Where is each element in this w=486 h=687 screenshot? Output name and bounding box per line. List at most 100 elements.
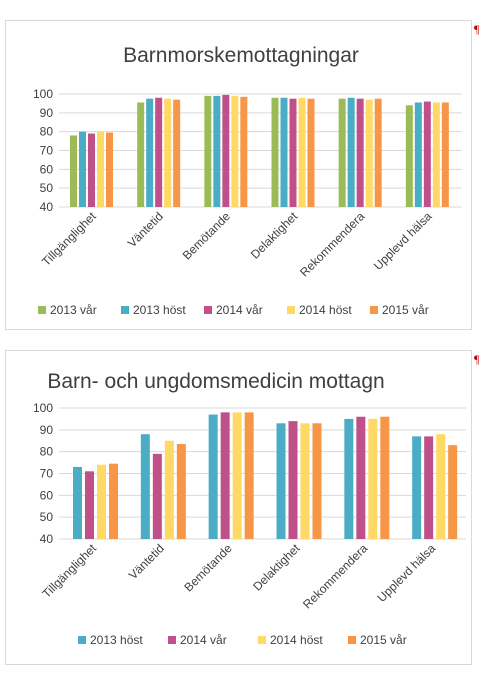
bar-2014-vår-Väntetid bbox=[152, 453, 162, 539]
bar-2013-höst-Delaktighet bbox=[280, 97, 288, 207]
bar-2015-vår-Upplevd hälsa bbox=[441, 102, 449, 207]
bar-2013-höst-Rekommendera bbox=[344, 418, 354, 539]
category-label: Delaktighet bbox=[250, 541, 303, 594]
category-label: Rekommendera bbox=[300, 541, 370, 611]
chart-svg-1: Barnmorskemottagningar 40 50 60 70 80 90 100 Til… bbox=[33, 44, 462, 317]
bar-2014-vår-Rekommendera bbox=[356, 98, 364, 207]
bar-2014-vår-Upplevd hälsa bbox=[424, 436, 434, 539]
bar-2013-vår-Upplevd hälsa bbox=[405, 105, 413, 207]
bar-2014-höst-Upplevd hälsa bbox=[436, 434, 446, 539]
bar-2013-höst-Väntetid bbox=[146, 98, 154, 207]
y-tick-label: 90 bbox=[40, 423, 54, 437]
category-label: Väntetid bbox=[126, 541, 167, 582]
bar-2015-vår-Tillgänglighet bbox=[106, 132, 113, 207]
bar-2015-vår-Bemötande bbox=[240, 96, 248, 207]
bar-2015-vår-Tillgänglighet bbox=[109, 463, 118, 539]
bar-2015-vår-Rekommendera bbox=[374, 98, 382, 207]
bar-2014-vår-Delaktighet bbox=[288, 421, 298, 539]
category-label: Upplevd hälsa bbox=[371, 209, 435, 273]
y-tick-label: 50 bbox=[40, 181, 54, 195]
category-label: Tillgänglighet bbox=[39, 209, 99, 269]
chart-svg-2: Barn- och ungdomsmedicin mottagn 40 50 60 70… bbox=[33, 370, 466, 647]
bar-2013-vår-Bemötande bbox=[204, 95, 212, 207]
bar-2013-vår-Väntetid bbox=[137, 102, 145, 207]
y-tick-label: 80 bbox=[40, 445, 54, 459]
bar-2015-vår-Upplevd hälsa bbox=[448, 445, 458, 539]
chart-title: Barnmorskemottagningar bbox=[123, 44, 359, 67]
legend-swatch bbox=[38, 306, 46, 314]
bar-2014-höst-Rekommendera bbox=[368, 418, 378, 539]
bar-2015-vår-Delaktighet bbox=[312, 423, 322, 539]
legend-label: 2015 vår bbox=[360, 633, 407, 647]
y-tick-label: 70 bbox=[40, 467, 54, 481]
legend-swatch bbox=[168, 636, 176, 644]
category-label: Bemötande bbox=[181, 541, 235, 595]
bar-2014-höst-Bemötande bbox=[232, 412, 242, 539]
bar-2014-vår-Delaktighet bbox=[289, 98, 297, 207]
bar-2013-höst-Tillgänglighet bbox=[73, 466, 82, 539]
bar-2014-höst-Väntetid bbox=[164, 98, 172, 207]
category-label: Bemötande bbox=[180, 209, 234, 263]
legend-label: 2015 vår bbox=[382, 303, 429, 317]
legend-swatch bbox=[348, 636, 356, 644]
bar-2014-vår-Bemötande bbox=[222, 94, 230, 207]
y-tick-label: 40 bbox=[40, 532, 54, 546]
bar-2013-höst-Delaktighet bbox=[276, 423, 286, 539]
chart-barnmorskemottagningar: Barnmorskemottagningar 40 50 60 70 80 90 100 Til… bbox=[5, 20, 472, 330]
bar-2014-vår-Upplevd hälsa bbox=[423, 101, 431, 207]
bar-2013-höst-Rekommendera bbox=[347, 97, 355, 207]
bar-2013-höst-Upplevd hälsa bbox=[414, 102, 422, 207]
chart-title: Barn- och ungdomsmedicin mottagn bbox=[47, 370, 384, 393]
bar-2015-vår-Väntetid bbox=[176, 444, 186, 539]
bar-2014-höst-Tillgänglighet bbox=[97, 131, 104, 207]
paragraph-mark: ¶ bbox=[474, 22, 480, 36]
legend-swatch bbox=[370, 306, 378, 314]
legend-swatch bbox=[78, 636, 86, 644]
category-label: Tillgänglighet bbox=[39, 541, 99, 601]
legend-label: 2014 höst bbox=[299, 303, 352, 317]
bar-2014-höst-Väntetid bbox=[164, 440, 174, 539]
bar-2015-vår-Väntetid bbox=[173, 99, 181, 207]
bar-2013-vår-Delaktighet bbox=[271, 97, 279, 207]
bar-2014-vår-Väntetid bbox=[155, 97, 163, 207]
bar-2013-höst-Bemötande bbox=[213, 95, 221, 207]
paragraph-mark: ¶ bbox=[474, 352, 480, 366]
bar-2013-höst-Bemötande bbox=[208, 414, 218, 539]
bar-2015-vår-Delaktighet bbox=[307, 98, 315, 207]
bar-2014-höst-Tillgänglighet bbox=[97, 464, 106, 539]
y-tick-label: 90 bbox=[40, 106, 54, 120]
bar-2013-höst-Tillgänglighet bbox=[79, 131, 86, 207]
legend-swatch bbox=[287, 306, 295, 314]
bar-2013-vår-Rekommendera bbox=[338, 98, 346, 207]
category-label: Rekommendera bbox=[297, 209, 367, 279]
y-tick-label: 80 bbox=[40, 125, 54, 139]
legend-swatch bbox=[121, 306, 129, 314]
legend-label: 2013 höst bbox=[133, 303, 186, 317]
y-tick-label: 70 bbox=[40, 144, 54, 158]
bar-2014-höst-Delaktighet bbox=[300, 423, 310, 539]
bar-2015-vår-Rekommendera bbox=[380, 416, 390, 539]
bar-2014-vår-Tillgänglighet bbox=[88, 133, 95, 207]
bar-2013-vår-Tillgänglighet bbox=[70, 135, 77, 207]
bar-2015-vår-Bemötande bbox=[244, 412, 254, 539]
legend-label: 2014 höst bbox=[270, 633, 323, 647]
bar-2014-höst-Upplevd hälsa bbox=[432, 102, 440, 207]
legend-swatch bbox=[258, 636, 266, 644]
category-label: Delaktighet bbox=[248, 209, 301, 262]
category-label: Upplevd hälsa bbox=[375, 541, 439, 605]
legend-label: 2014 vår bbox=[216, 303, 263, 317]
y-tick-label: 100 bbox=[33, 87, 53, 101]
bar-2014-höst-Delaktighet bbox=[298, 97, 306, 207]
y-tick-label: 60 bbox=[40, 488, 54, 502]
y-tick-label: 40 bbox=[40, 200, 54, 214]
bar-2014-vår-Rekommendera bbox=[356, 416, 366, 539]
legend-label: 2014 vår bbox=[180, 633, 227, 647]
category-label: Väntetid bbox=[125, 209, 166, 250]
bar-2013-höst-Upplevd hälsa bbox=[412, 436, 422, 539]
legend-label: 2013 vår bbox=[50, 303, 97, 317]
bar-2014-vår-Bemötande bbox=[220, 412, 230, 539]
legend-label: 2013 höst bbox=[90, 633, 143, 647]
bar-2014-höst-Rekommendera bbox=[365, 99, 373, 207]
y-tick-label: 50 bbox=[40, 510, 54, 524]
bar-2014-vår-Tillgänglighet bbox=[85, 471, 94, 539]
